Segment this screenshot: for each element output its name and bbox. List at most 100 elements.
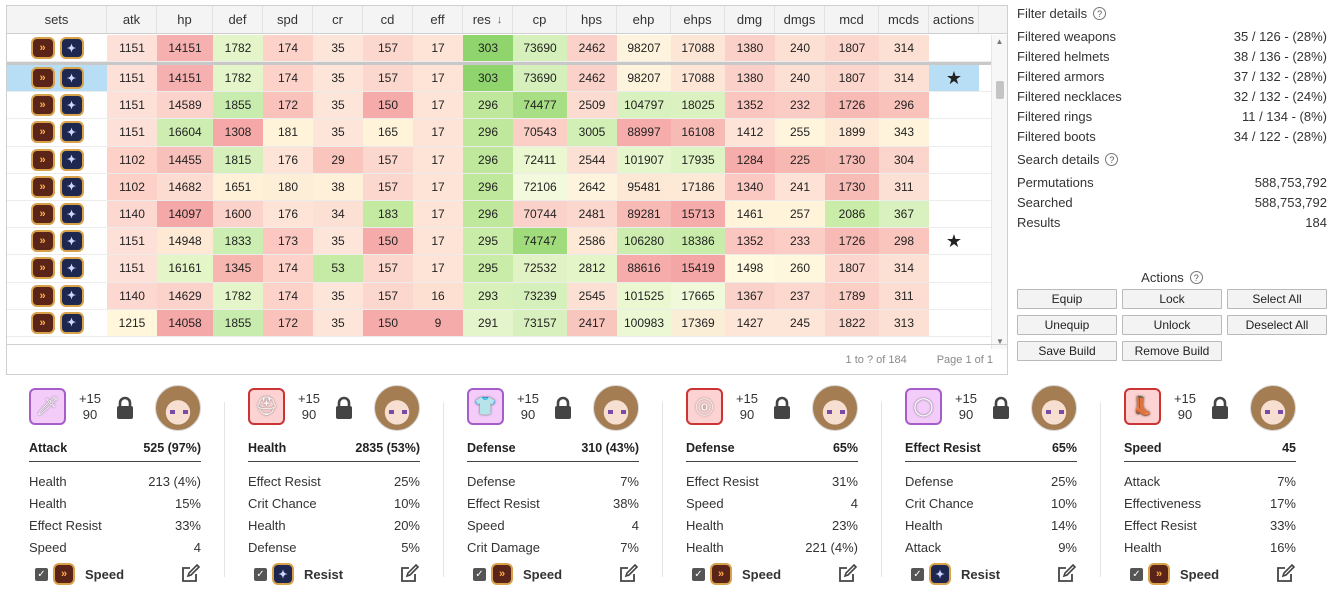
gear-card: ⛑ +15 90 Health 2835 (53%) Effect Resist 25% Cr…: [248, 384, 420, 590]
include-checkbox[interactable]: ✓: [473, 567, 486, 581]
detail-value: 37 / 132 - (28%): [1233, 68, 1327, 84]
scrollbar-thumb[interactable]: [996, 81, 1004, 99]
detail-label: Searched: [1017, 194, 1073, 210]
actions-cell[interactable]: [929, 283, 979, 309]
actions-cell[interactable]: [929, 255, 979, 281]
column-header-dmgs[interactable]: dmgs: [775, 6, 825, 33]
table-row[interactable]: » ✦ 1151 16604 1308 181 35 165 17 296 70543 3005 889…: [7, 119, 992, 147]
edit-icon[interactable]: [1276, 563, 1296, 588]
main-stat-value: 65%: [832, 441, 858, 455]
actions-cell[interactable]: [929, 174, 979, 200]
res-cell: 303: [463, 65, 513, 92]
include-checkbox[interactable]: ✓: [35, 567, 48, 581]
actions-cell[interactable]: [929, 147, 979, 173]
include-checkbox[interactable]: ✓: [254, 567, 267, 581]
deselect-all-button[interactable]: Deselect All: [1227, 315, 1327, 335]
column-header-ehps[interactable]: ehps: [671, 6, 725, 33]
sort-down-arrow-icon[interactable]: ↓: [496, 13, 503, 26]
table-row[interactable]: » ✦ 1102 14682 1651 180 38 157 17 296 72106 2642 954…: [7, 173, 992, 201]
lock-icon[interactable]: [1210, 396, 1230, 425]
hps-cell: 2462: [567, 65, 617, 92]
ring-icon[interactable]: ◯: [905, 388, 942, 425]
include-checkbox[interactable]: ✓: [692, 567, 705, 581]
column-header-ehp[interactable]: ehp: [617, 6, 671, 33]
actions-cell[interactable]: [929, 92, 979, 118]
lock-icon[interactable]: [772, 396, 792, 425]
edit-icon[interactable]: [181, 563, 201, 588]
actions-cell[interactable]: [929, 35, 979, 61]
help-icon[interactable]: ?: [1093, 7, 1107, 20]
column-header-actions[interactable]: actions: [929, 6, 979, 33]
actions-cell[interactable]: ★: [929, 65, 979, 92]
table-row[interactable]: » ✦ 1151 14151 1782 174 35 157 17 303 73690 2462 982…: [7, 35, 992, 63]
column-header-dmg[interactable]: dmg: [725, 6, 775, 33]
boots-icon[interactable]: 👢: [1124, 388, 1161, 425]
table-row[interactable]: » ✦ 1140 14097 1600 176 34 183 17 296 70744 2481 892…: [7, 200, 992, 229]
column-header-hp[interactable]: hp: [157, 6, 213, 33]
column-header-atk[interactable]: atk: [107, 6, 157, 33]
star-icon[interactable]: ★: [945, 230, 963, 251]
save-build-button[interactable]: Save Build: [1017, 341, 1117, 361]
actions-cell[interactable]: ★: [929, 228, 979, 254]
column-header-def[interactable]: def: [213, 6, 263, 33]
column-header-cr[interactable]: cr: [313, 6, 363, 33]
column-header-mcds[interactable]: mcds: [879, 6, 929, 33]
gear-footer: ✓ » Speed: [692, 563, 858, 585]
star-icon[interactable]: ★: [945, 67, 963, 88]
column-header-res[interactable]: res ↓: [463, 6, 513, 33]
column-header-cp[interactable]: cp: [513, 6, 567, 33]
edit-icon[interactable]: [619, 563, 639, 588]
edit-icon[interactable]: [400, 563, 420, 588]
column-header-spd[interactable]: spd: [263, 6, 313, 33]
help-icon[interactable]: ?: [1105, 153, 1119, 166]
enhance-level: +15 90: [513, 391, 543, 423]
actions-cell[interactable]: [929, 119, 979, 145]
table-row[interactable]: » ✦ 1215 14058 1855 172 35 150 9 291 73157 2417 1009…: [7, 309, 992, 337]
unlock-button[interactable]: Unlock: [1122, 315, 1222, 335]
remove-build-button[interactable]: Remove Build: [1122, 341, 1222, 361]
substat-row: Effectiveness 17%: [1124, 496, 1296, 511]
substat-value: 31%: [831, 474, 858, 489]
table-row[interactable]: » ✦ 1151 14948 1833 173 35 150 17 295 74747 2586 106…: [7, 228, 992, 256]
row-count: 1 to ? of 184: [845, 353, 907, 366]
column-header-cd[interactable]: cd: [363, 6, 413, 33]
substat-row: Speed 4: [467, 518, 639, 533]
column-header-eff[interactable]: eff: [413, 6, 463, 33]
substat-label: Effectiveness: [1124, 496, 1202, 511]
equipped-gear: 🗡 +15 90 Attack 525 (97%) Health 213 (4%) Healt…: [0, 384, 1337, 596]
sword-icon[interactable]: 🗡: [29, 388, 66, 425]
help-icon[interactable]: ?: [1189, 271, 1203, 284]
helmet-icon[interactable]: ⛑: [248, 388, 285, 425]
unequip-button[interactable]: Unequip: [1017, 315, 1117, 335]
select-all-button[interactable]: Select All: [1227, 289, 1327, 309]
cr-cell: 35: [313, 65, 363, 92]
detail-row: Filtered necklaces 32 / 132 - (24%): [1017, 86, 1327, 106]
scroll-up-icon[interactable]: ▲: [995, 37, 1004, 46]
actions-cell[interactable]: [929, 310, 979, 336]
table-row[interactable]: » ✦ 1102 14455 1815 176 29 157 17 296 72411 2544 101…: [7, 146, 992, 174]
lock-button[interactable]: Lock: [1122, 289, 1222, 309]
table-row[interactable]: » ✦ 1151 14589 1855 172 35 150 17 296 74477 2509 104…: [7, 92, 992, 120]
column-header-sets[interactable]: sets: [7, 6, 107, 33]
hp-cell: 14058: [157, 309, 213, 336]
equip-button[interactable]: Equip: [1017, 289, 1117, 309]
vertical-scrollbar[interactable]: ▲ ▼: [991, 35, 1007, 349]
edit-icon[interactable]: [838, 563, 858, 588]
column-header-label: ehps: [683, 12, 712, 27]
actions-cell[interactable]: [929, 201, 979, 227]
table-row[interactable]: » ✦ 1151 14151 1782 174 35 157 17 303 73690 2462 982…: [7, 62, 992, 93]
lock-icon[interactable]: [991, 396, 1011, 425]
table-row[interactable]: » ✦ 1140 14629 1782 174 35 157 16 293 73239 2545 101…: [7, 282, 992, 310]
armor-icon[interactable]: 👕: [467, 388, 504, 425]
include-checkbox[interactable]: ✓: [911, 567, 924, 581]
necklace-icon[interactable]: ⓞ: [686, 388, 723, 425]
lock-icon[interactable]: [553, 396, 573, 425]
edit-icon[interactable]: [1057, 563, 1077, 588]
include-checkbox[interactable]: ✓: [1130, 567, 1143, 581]
table-row[interactable]: » ✦ 1151 16161 1345 174 53 157 17 295 72532 2812 886…: [7, 255, 992, 283]
scroll-down-icon[interactable]: ▼: [996, 337, 1004, 346]
column-header-hps[interactable]: hps: [567, 6, 617, 33]
lock-icon[interactable]: [115, 396, 135, 425]
lock-icon[interactable]: [334, 396, 354, 425]
column-header-mcd[interactable]: mcd: [825, 6, 879, 33]
